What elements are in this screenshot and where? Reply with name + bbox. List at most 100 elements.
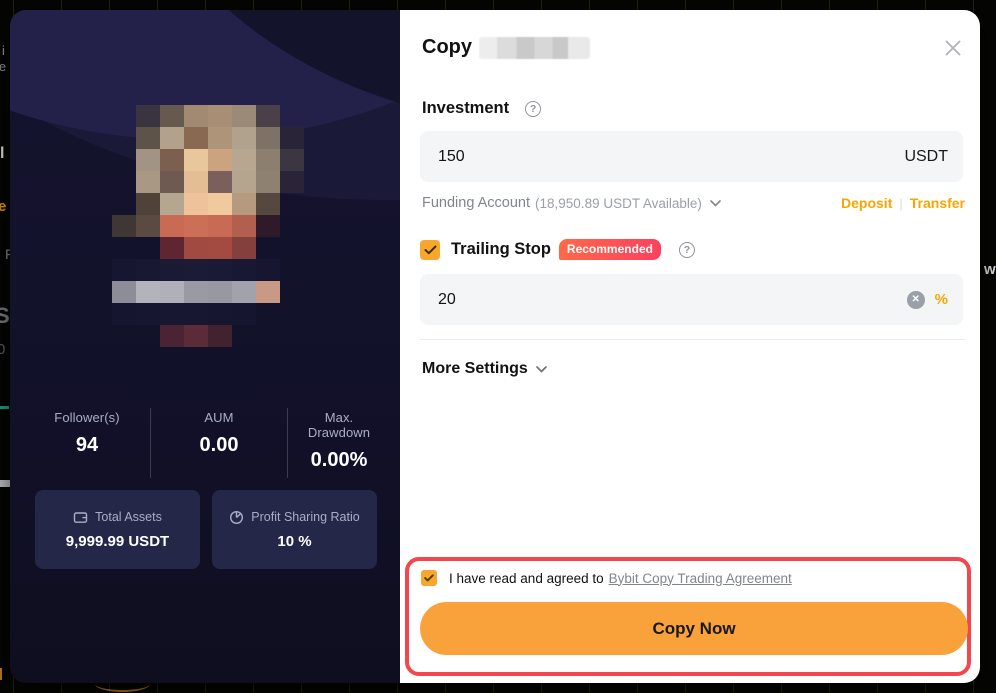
avatar-pixel	[112, 303, 136, 325]
copy-form-panel: Copy Investment ? 150 USDT Funding Accou…	[400, 10, 980, 683]
investment-label: Investment	[422, 99, 510, 117]
investment-value[interactable]: 150	[438, 147, 465, 165]
avatar-pixel	[256, 259, 280, 281]
copy-trading-modal: Follower(s) 94 AUM 0.00 Max. Drawdown 0.…	[10, 10, 980, 683]
avatar-pixel	[136, 303, 160, 325]
avatar-pixel	[184, 149, 208, 171]
trailing-stop-value[interactable]: 20	[438, 290, 456, 308]
avatar-pixel	[208, 193, 232, 215]
avatar-pixel	[160, 325, 184, 347]
avatar-pixel	[232, 193, 256, 215]
background-fragment: 0	[0, 341, 6, 358]
more-settings-label: More Settings	[422, 360, 528, 377]
avatar-pixel	[256, 281, 280, 303]
avatar-pixel	[136, 281, 160, 303]
avatar-pixel	[112, 215, 136, 237]
deposit-link[interactable]: Deposit	[841, 195, 893, 211]
profit-sharing-card: Profit Sharing Ratio 10 %	[212, 490, 377, 569]
investment-help-icon[interactable]: ?	[525, 100, 542, 117]
agreement-link[interactable]: Bybit Copy Trading Agreement	[608, 570, 792, 586]
link-separator: |	[899, 195, 903, 211]
avatar-pixel	[112, 105, 136, 127]
avatar-pixel	[112, 127, 136, 149]
trader-avatar-pixelated	[112, 105, 304, 347]
avatar-pixel	[232, 303, 256, 325]
investment-input[interactable]: 150 USDT	[420, 131, 963, 182]
background-fragment	[0, 406, 9, 409]
avatar-pixel	[280, 149, 304, 171]
avatar-pixel	[280, 215, 304, 237]
avatar-pixel	[256, 215, 280, 237]
avatar-pixel	[184, 171, 208, 193]
avatar-pixel	[256, 237, 280, 259]
avatar-pixel	[160, 281, 184, 303]
avatar-pixel	[160, 193, 184, 215]
background-fragment: S	[0, 303, 10, 328]
dialog-title: Copy	[422, 36, 590, 59]
agreement-checkbox[interactable]	[421, 570, 437, 586]
avatar-pixel	[232, 105, 256, 127]
avatar-pixel	[136, 105, 160, 127]
more-settings-toggle[interactable]: More Settings	[422, 360, 547, 378]
avatar-pixel	[184, 303, 208, 325]
transfer-link[interactable]: Transfer	[909, 195, 965, 211]
avatar-pixel	[184, 127, 208, 149]
stat-value: 0.00	[199, 434, 239, 456]
clear-input-icon[interactable]: ✕	[906, 290, 925, 309]
stat-max-drawdown: Max. Drawdown 0.00%	[288, 408, 390, 478]
copy-now-button[interactable]: Copy Now	[420, 602, 968, 655]
section-divider	[420, 339, 965, 340]
trailing-stop-input[interactable]: 20 ✕ %	[420, 274, 963, 325]
avatar-pixel	[232, 127, 256, 149]
agreement-row: I have read and agreed to Bybit Copy Tra…	[421, 570, 792, 586]
avatar-pixel	[280, 281, 304, 303]
avatar-pixel	[160, 215, 184, 237]
avatar-pixel	[256, 149, 280, 171]
background-fragment	[0, 480, 12, 487]
avatar-pixel	[208, 149, 232, 171]
trailing-stop-checkbox[interactable]	[420, 239, 440, 260]
avatar-pixel	[184, 193, 208, 215]
avatar-pixel	[136, 325, 160, 347]
avatar-pixel	[160, 171, 184, 193]
avatar-pixel	[208, 127, 232, 149]
stat-label: Max. Drawdown	[307, 410, 371, 440]
avatar-pixel	[232, 237, 256, 259]
background-fragment: F	[5, 247, 14, 261]
avatar-pixel	[136, 215, 160, 237]
avatar-pixel	[184, 237, 208, 259]
avatar-pixel	[136, 259, 160, 281]
funding-account-selector[interactable]: Funding Account (18,950.89 USDT Availabl…	[422, 195, 841, 211]
avatar-pixel	[256, 325, 280, 347]
chevron-down-icon	[535, 365, 547, 373]
stat-followers: Follower(s) 94	[24, 408, 151, 478]
avatar-pixel	[160, 127, 184, 149]
avatar-pixel	[232, 259, 256, 281]
avatar-pixel	[280, 259, 304, 281]
avatar-pixel	[136, 237, 160, 259]
avatar-pixel	[160, 149, 184, 171]
avatar-pixel	[136, 193, 160, 215]
trader-name-redacted	[479, 36, 590, 59]
agreement-text: I have read and agreed to	[449, 570, 604, 586]
avatar-pixel	[136, 127, 160, 149]
stat-value: 0.00%	[310, 449, 368, 471]
avatar-pixel	[184, 215, 208, 237]
investment-section-label: Investment ?	[422, 99, 542, 118]
trailing-stop-unit: %	[934, 291, 948, 308]
avatar-pixel	[256, 105, 280, 127]
avatar-pixel	[232, 215, 256, 237]
avatar-pixel	[208, 171, 232, 193]
avatar-pixel	[112, 193, 136, 215]
trailing-stop-help-icon[interactable]: ?	[678, 241, 695, 258]
avatar-pixel	[256, 193, 280, 215]
pie-chart-icon	[229, 510, 244, 525]
avatar-pixel	[256, 303, 280, 325]
card-value: 10 %	[277, 532, 312, 550]
avatar-pixel	[184, 259, 208, 281]
avatar-pixel	[160, 105, 184, 127]
close-icon[interactable]	[942, 37, 964, 59]
chevron-down-icon[interactable]	[710, 199, 721, 207]
avatar-pixel	[208, 281, 232, 303]
